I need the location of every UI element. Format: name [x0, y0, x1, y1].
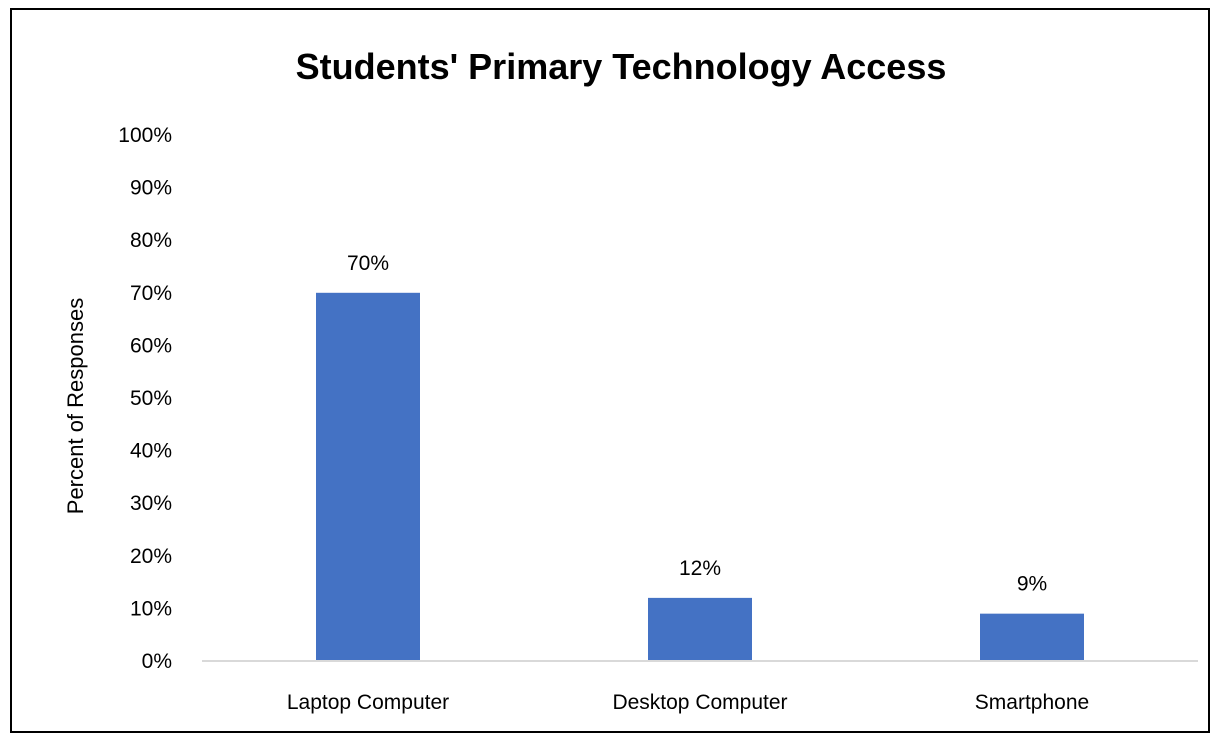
y-tick-label: 40%: [130, 440, 172, 463]
y-tick-label: 0%: [142, 650, 172, 673]
chart-title: Students' Primary Technology Access: [296, 46, 947, 87]
y-tick-label: 90%: [130, 177, 172, 200]
category-labels: Laptop Computer Desktop Computer Smartphon…: [287, 691, 1089, 714]
data-labels: 70% 12% 9%: [347, 252, 1047, 596]
bars: [316, 292, 1084, 661]
category-label: Smartphone: [975, 691, 1089, 714]
bar: [316, 292, 420, 661]
y-tick-label: 100%: [118, 124, 172, 147]
y-tick-label: 10%: [130, 597, 172, 620]
bar: [648, 597, 752, 661]
y-tick-label: 30%: [130, 492, 172, 515]
y-tick-label: 60%: [130, 334, 172, 357]
data-label: 70%: [347, 252, 389, 275]
bar: [980, 613, 1084, 661]
y-axis-ticks: 0% 10% 20% 30% 40% 50% 60% 70% 80% 90% 100%: [118, 124, 172, 673]
y-tick-label: 20%: [130, 545, 172, 568]
chart-frame: [10, 8, 1210, 733]
y-axis-label: Percent of Responses: [63, 298, 88, 514]
y-tick-label: 80%: [130, 229, 172, 252]
category-label: Desktop Computer: [612, 691, 787, 714]
data-label: 9%: [1017, 573, 1047, 596]
y-tick-label: 70%: [130, 282, 172, 305]
category-label: Laptop Computer: [287, 691, 449, 714]
data-label: 12%: [679, 557, 721, 580]
y-tick-label: 50%: [130, 387, 172, 410]
